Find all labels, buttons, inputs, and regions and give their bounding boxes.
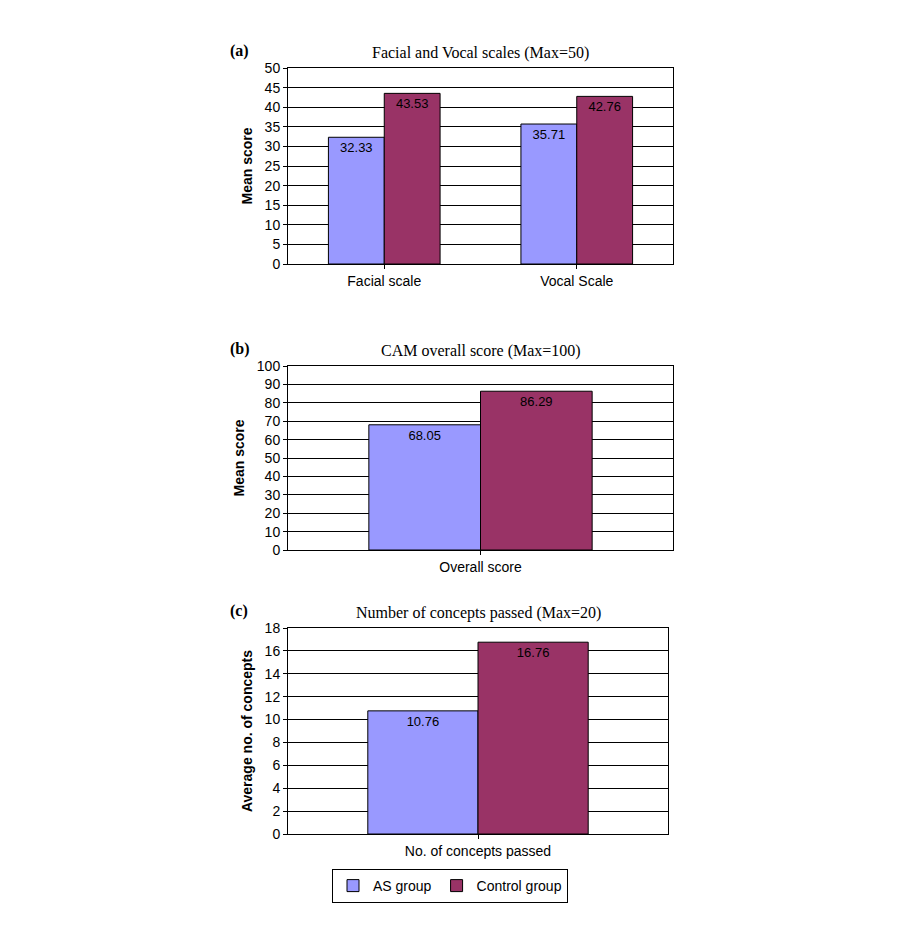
svg-text:35.71: 35.71 [533,127,566,142]
svg-text:68.05: 68.05 [408,428,441,443]
svg-text:0: 0 [272,256,280,272]
svg-text:35: 35 [265,119,281,135]
svg-text:16: 16 [265,643,281,659]
svg-text:15: 15 [265,197,281,213]
svg-text:Number of concepts passed (Max: Number of concepts passed (Max=20) [356,604,601,622]
svg-text:0: 0 [272,542,280,558]
svg-text:AS group: AS group [373,878,432,894]
svg-text:40: 40 [265,99,281,115]
svg-text:Average no. of concepts: Average no. of concepts [239,650,255,812]
svg-text:Mean score: Mean score [231,419,247,496]
svg-text:4: 4 [272,780,280,796]
svg-text:(c): (c) [230,602,248,620]
svg-text:No. of concepts passed: No. of concepts passed [405,843,551,859]
svg-text:Mean score: Mean score [239,127,255,204]
svg-text:0: 0 [272,826,280,842]
svg-text:50: 50 [265,450,281,466]
svg-text:60: 60 [265,432,281,448]
svg-text:12: 12 [265,689,281,705]
svg-text:20: 20 [265,178,281,194]
svg-text:(a): (a) [230,42,249,60]
svg-text:14: 14 [265,666,281,682]
svg-text:70: 70 [265,413,281,429]
svg-text:CAM overall score (Max=100): CAM overall score (Max=100) [381,342,581,360]
svg-text:16.76: 16.76 [517,645,550,660]
svg-text:43.53: 43.53 [396,96,429,111]
svg-text:Facial scale: Facial scale [347,273,421,289]
svg-text:32.33: 32.33 [340,140,373,155]
svg-text:18: 18 [265,620,281,636]
svg-text:Facial and Vocal scales (Max=5: Facial and Vocal scales (Max=50) [372,44,589,62]
svg-text:30: 30 [265,487,281,503]
svg-text:25: 25 [265,158,281,174]
svg-text:42.76: 42.76 [588,99,621,114]
svg-text:Overall score: Overall score [439,559,522,575]
svg-text:45: 45 [265,80,281,96]
svg-text:6: 6 [272,757,280,773]
svg-text:10.76: 10.76 [407,714,440,729]
svg-text:Control group: Control group [477,878,562,894]
svg-text:Vocal Scale: Vocal Scale [540,273,613,289]
svg-text:90: 90 [265,376,281,392]
svg-text:50: 50 [265,60,281,76]
svg-text:2: 2 [272,803,280,819]
svg-text:10: 10 [265,524,281,540]
svg-text:40: 40 [265,468,281,484]
svg-text:8: 8 [272,734,280,750]
svg-text:5: 5 [272,236,280,252]
svg-text:30: 30 [265,138,281,154]
svg-text:20: 20 [265,505,281,521]
svg-text:10: 10 [265,217,281,233]
svg-text:100: 100 [257,358,281,374]
svg-text:(b): (b) [230,340,250,358]
svg-text:80: 80 [265,395,281,411]
svg-text:86.29: 86.29 [520,394,553,409]
svg-text:10: 10 [265,711,281,727]
